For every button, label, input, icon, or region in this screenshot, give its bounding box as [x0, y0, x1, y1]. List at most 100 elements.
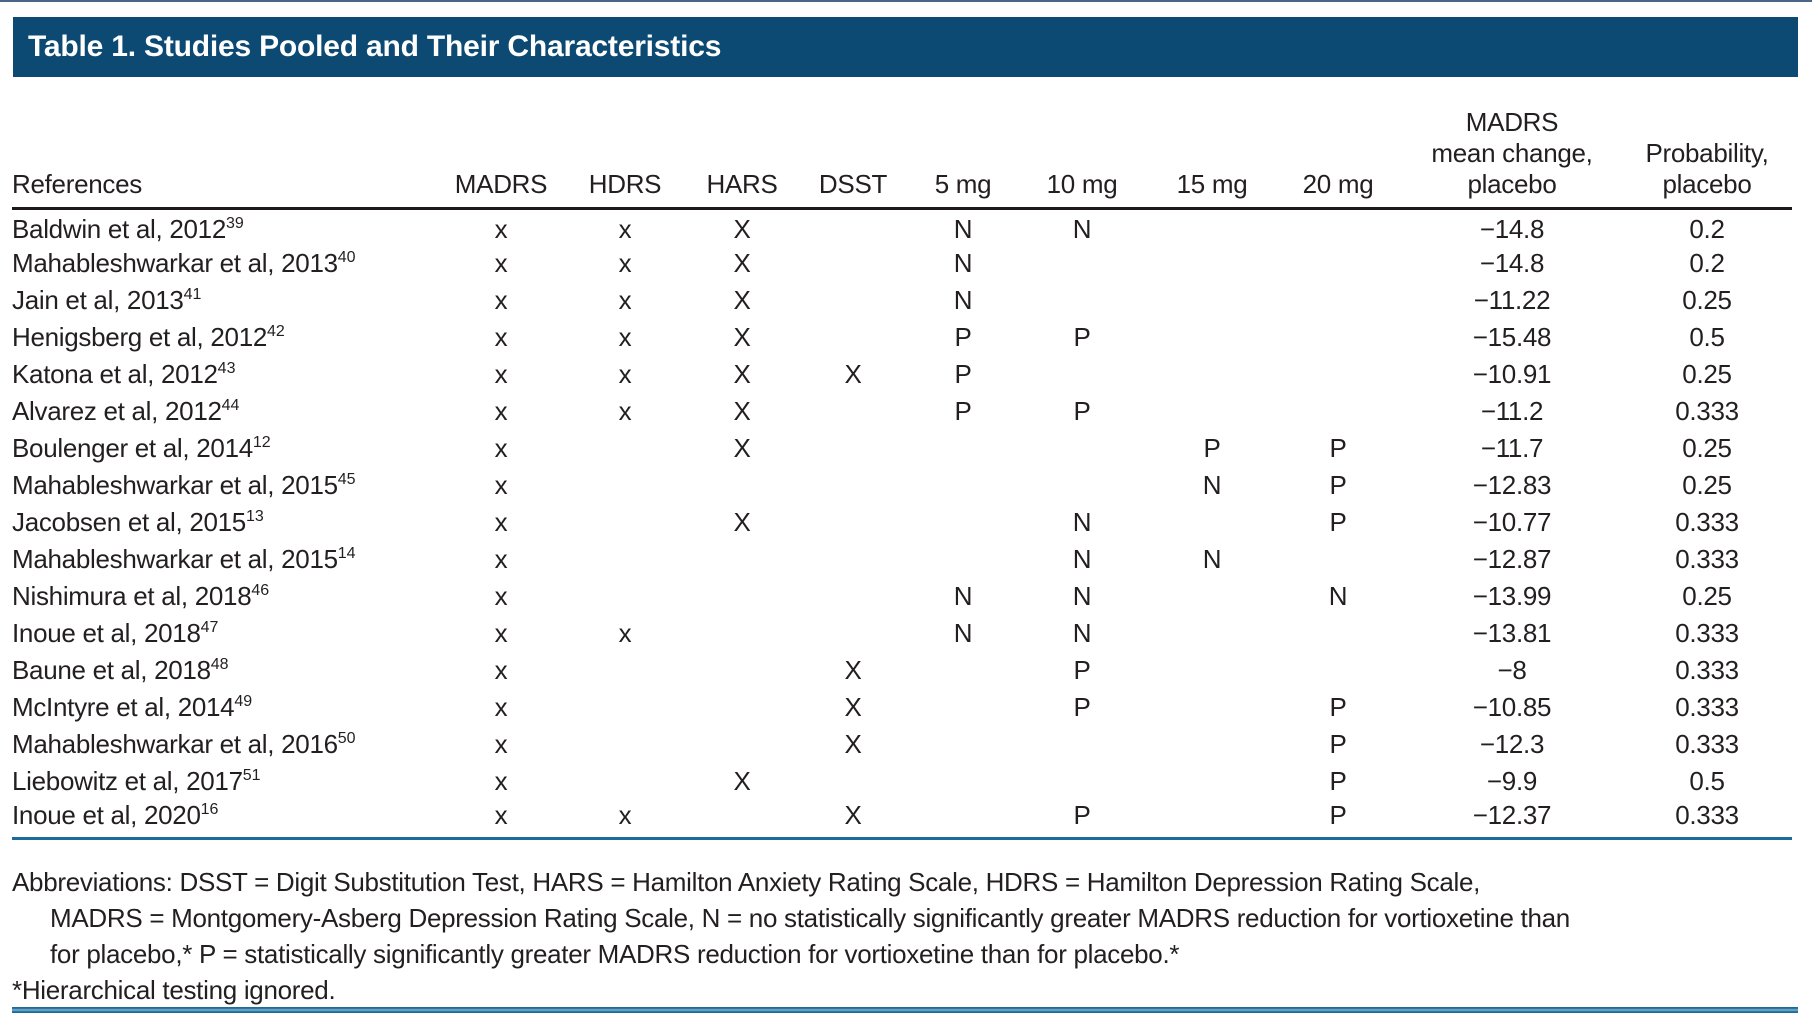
cell-mean: −12.3: [1479, 729, 1545, 759]
cell-15mg: [1150, 245, 1274, 282]
reference-name: Inoue et al, 2020: [12, 800, 201, 830]
cell-10mg: N: [1072, 507, 1092, 537]
cell-mean: −12.37: [1402, 800, 1622, 840]
cell-dsst: [794, 282, 912, 319]
footnote-line: for placebo,* P = statistically signific…: [50, 939, 1180, 969]
cell-5mg: P: [954, 322, 972, 352]
cell-hdrs: [560, 430, 690, 467]
cell-5mg: [912, 652, 1014, 689]
cell-reference: Mahableshwarkar et al, 201650: [12, 726, 442, 763]
cell-dsst: [794, 393, 912, 430]
reference-name: Liebowitz et al, 2017: [12, 766, 243, 796]
reference-citation-number: 51: [242, 767, 261, 784]
cell-mean: −13.81: [1472, 618, 1552, 648]
cell-dsst: [794, 467, 912, 504]
footnote-line: *Hierarchical testing ignored.: [12, 975, 336, 1005]
cell-dsst: [794, 763, 912, 800]
cell-dsst: X: [844, 729, 862, 759]
bottom-divider: [12, 1007, 1798, 1013]
cell-mean: −10.77: [1472, 507, 1552, 537]
cell-madrs: x: [494, 618, 508, 648]
column-header-line: placebo: [1662, 168, 1752, 199]
reference-name: Mahableshwarkar et al, 2013: [12, 248, 338, 278]
cell-5mg: N: [953, 581, 973, 611]
footnote-line: MADRS = Montgomery-Asberg Depression Rat…: [50, 903, 1570, 933]
column-header-hars: HARS: [690, 86, 794, 210]
reference-name: Inoue et al, 2018: [12, 618, 201, 648]
cell-20mg: P: [1329, 470, 1347, 500]
table-row: Baldwin et al, 201239 x x X N N −14.8 0.2: [12, 208, 1792, 245]
cell-15mg: [1150, 689, 1274, 726]
cell-20mg: P: [1329, 729, 1347, 759]
cell-15mg: [1150, 652, 1274, 689]
table-container: References MADRS HDRS HARS DSST 5 mg 10 mg 15 m…: [12, 86, 1796, 840]
cell-10mg: N: [1072, 581, 1092, 611]
cell-10mg: [1014, 356, 1150, 393]
cell-hdrs: [560, 541, 690, 578]
cell-madrs: x: [494, 396, 508, 426]
cell-reference: Jacobsen et al, 201513: [12, 504, 442, 541]
cell-madrs: x: [494, 581, 508, 611]
studies-table: References MADRS HDRS HARS DSST 5 mg 10 mg 15 m…: [12, 86, 1792, 840]
reference-name: McIntyre et al, 2014: [12, 692, 235, 722]
cell-20mg: P: [1329, 766, 1347, 796]
cell-15mg: [1150, 282, 1274, 319]
cell-reference: Mahableshwarkar et al, 201514: [12, 541, 442, 578]
cell-15mg: [1150, 504, 1274, 541]
cell-reference: Jain et al, 201341: [12, 282, 442, 319]
cell-dsst: [794, 541, 912, 578]
table-title: Table 1. Studies Pooled and Their Charac…: [28, 30, 722, 63]
cell-hars: X: [733, 396, 751, 426]
cell-reference: Baune et al, 201848: [12, 652, 442, 689]
cell-dsst: X: [844, 692, 862, 722]
cell-5mg: [912, 689, 1014, 726]
cell-hars: X: [733, 359, 751, 389]
cell-reference: Inoue et al, 201847: [12, 615, 442, 652]
column-header-madrs: MADRS: [442, 86, 560, 210]
cell-madrs: x: [494, 729, 508, 759]
cell-10mg: [1014, 282, 1150, 319]
reference-citation-number: 13: [245, 508, 264, 525]
cell-15mg: [1150, 615, 1274, 652]
column-header-line: MADRS: [1465, 106, 1559, 137]
cell-reference: Boulenger et al, 201412: [12, 430, 442, 467]
table-row: Jain et al, 201341 x x X N −11.22 0.25: [12, 282, 1792, 319]
cell-hdrs: x: [618, 322, 632, 352]
cell-hdrs: [560, 763, 690, 800]
cell-madrs: x: [494, 692, 508, 722]
cell-15mg: N: [1202, 470, 1222, 500]
cell-20mg: P: [1329, 433, 1347, 463]
top-divider: [0, 0, 1812, 2]
cell-15mg: [1150, 393, 1274, 430]
reference-name: Jacobsen et al, 2015: [12, 507, 246, 537]
cell-prob: 0.333: [1675, 618, 1739, 648]
cell-mean: −11.7: [1480, 433, 1544, 463]
cell-prob: 0.333: [1675, 692, 1739, 722]
cell-prob: 0.25: [1682, 285, 1732, 315]
cell-10mg: [1014, 763, 1150, 800]
cell-madrs: x: [494, 507, 508, 537]
cell-hars: [690, 541, 794, 578]
cell-hdrs: [560, 726, 690, 763]
table-row: Inoue et al, 201847 x x N N −13.81 0.333: [12, 615, 1792, 652]
cell-hars: X: [733, 248, 751, 278]
cell-5mg: N: [953, 285, 973, 315]
cell-madrs: x: [494, 285, 508, 315]
cell-dsst: [794, 504, 912, 541]
cell-prob: 0.25: [1682, 581, 1732, 611]
reference-citation-number: 14: [337, 545, 356, 562]
cell-10mg: P: [1073, 322, 1091, 352]
cell-hars: X: [733, 285, 751, 315]
column-header-hdrs: HDRS: [560, 86, 690, 210]
table-row: Baune et al, 201848 x X P −8 0.333: [12, 652, 1792, 689]
cell-dsst: X: [844, 655, 862, 685]
cell-madrs: x: [494, 766, 508, 796]
column-header-line: placebo: [1467, 168, 1557, 199]
cell-15mg: [1150, 578, 1274, 615]
cell-20mg: P: [1329, 692, 1347, 722]
column-header-line: 5 mg: [934, 168, 992, 199]
cell-15mg: P: [1203, 433, 1221, 463]
cell-5mg: [912, 467, 1014, 504]
column-header-10mg: 10 mg: [1014, 86, 1150, 210]
